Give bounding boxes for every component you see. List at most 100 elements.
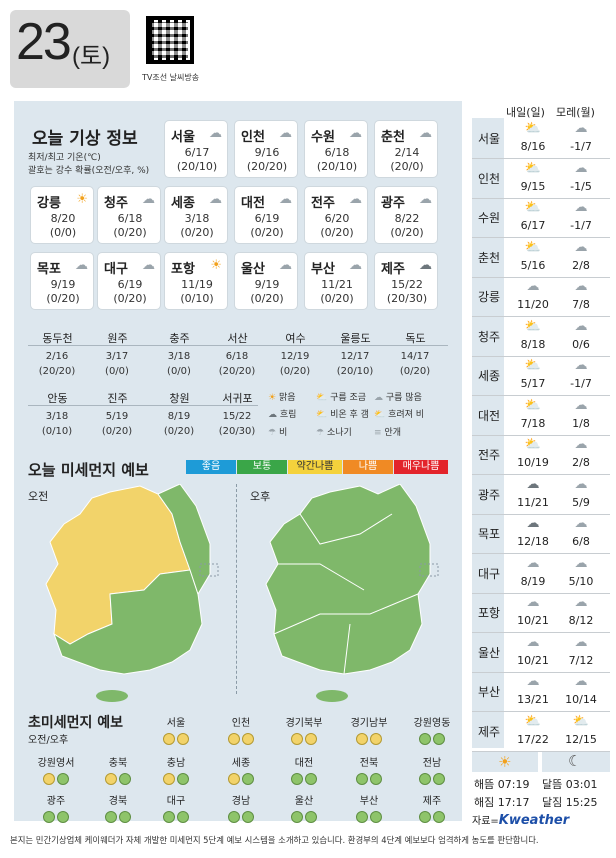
small-city-prob: (20/30) — [218, 426, 256, 437]
forecast-temp-dayafter: 12/15 — [565, 732, 597, 746]
am-map-east-green — [157, 484, 211, 596]
forecast-temp-tomorrow: 5/16 — [520, 258, 546, 272]
cloud-icon: ☁ — [574, 437, 588, 452]
forecast-temp-dayafter: 8/12 — [568, 614, 594, 627]
small-city-prob: (0/20) — [279, 366, 311, 377]
moon-icon-box: ☾ — [542, 752, 610, 772]
city-prob: (0/20) — [250, 226, 284, 239]
forecast-city: 전주 — [477, 448, 501, 462]
am-map-jeju — [96, 690, 128, 702]
icon-legend-item: ☂ 소나기 — [316, 425, 352, 438]
map-divider — [236, 484, 237, 694]
ultra-city-name: 경기북부 — [285, 718, 323, 729]
clearing-icon: ⛅ — [316, 410, 328, 420]
forecast-city: 포항 — [477, 606, 501, 620]
city-temp: 9/19 — [254, 278, 280, 291]
small-city-prob: (0/0) — [105, 366, 129, 377]
gcloud-icon: ☁ — [526, 476, 540, 492]
cloud-icon: ☁ — [279, 192, 292, 207]
city-card: 목포 ☁ 9/19 (0/20) — [30, 252, 94, 310]
forecast-temp-dayafter: 0/6 — [572, 337, 590, 351]
city-prob: (0/20) — [180, 226, 214, 239]
ultra-city-name: 강원영동 — [413, 718, 451, 729]
cloud-icon: ☁ — [574, 595, 588, 610]
small-city-temp: 12/19 — [280, 351, 310, 362]
forecast-temp-tomorrow: 11/20 — [517, 298, 549, 311]
forecast-temp-tomorrow: 8/18 — [520, 337, 546, 351]
city-name: 전주 — [311, 196, 335, 211]
am-dust-dot — [43, 773, 55, 785]
small-city-name: 독도 — [405, 332, 426, 345]
forecast-temp-tomorrow: 10/19 — [517, 456, 549, 469]
small-city-prob: (0/20) — [399, 366, 431, 377]
city-prob: (0/0) — [49, 226, 77, 239]
data-source: 자료=Kweather — [472, 812, 569, 828]
fog-icon: ≡ — [374, 428, 382, 438]
cloud-icon: ☁ — [349, 192, 362, 207]
icon-legend-item: ≡ 안개 — [374, 425, 401, 438]
ultra-city-dots — [148, 730, 204, 749]
ultra-city-dots — [404, 730, 460, 749]
cloud-icon: ☁ — [574, 160, 588, 176]
forecast-city-column — [472, 118, 504, 748]
city-temp: 2/14 — [394, 146, 420, 159]
city-temp: 6/18 — [117, 212, 143, 225]
am-map-label: 오전 — [28, 490, 49, 503]
ultra-city-dots — [404, 808, 460, 827]
ultra-dust-sub: 오전/오후 — [28, 735, 69, 746]
sun-cloud-rain-icon: ⛅ — [524, 160, 542, 176]
forecast-temp-dayafter: -1/7 — [570, 140, 592, 153]
am-dust-dot — [419, 733, 431, 745]
pm-dust-dot — [57, 811, 69, 823]
city-card: 강릉 ☀ 8/20 (0/0) — [30, 186, 94, 244]
pm-map-jeju — [316, 690, 348, 702]
ultra-city-name: 경기남부 — [350, 718, 388, 729]
city-card: 제주 ☁ 15/22 (20/30) — [374, 252, 438, 310]
city-prob: (20/0) — [390, 160, 424, 173]
city-name: 광주 — [381, 196, 405, 211]
gcloud-icon: ☁ — [526, 516, 540, 531]
am-dust-dot — [356, 733, 368, 745]
rain-icon: ☂ — [268, 428, 277, 438]
forecast-temp-dayafter: 2/8 — [572, 258, 590, 272]
sun-cloud-rain-icon: ⛅ — [524, 200, 542, 215]
pm-dust-dot — [242, 773, 254, 785]
cloud-icon: ☁ — [142, 192, 155, 207]
city-prob: (0/20) — [250, 292, 284, 305]
cloudy-icon: ☁ — [374, 393, 383, 403]
forecast-temp-dayafter: -1/7 — [570, 377, 592, 390]
temp-legend: 최저/최고 기온(℃) — [28, 153, 101, 163]
cloud-icon: ☁ — [574, 358, 588, 373]
forecast-city: 서울 — [477, 132, 501, 146]
forecast-temp-dayafter: 2/8 — [572, 456, 590, 469]
city-name: 서울 — [171, 130, 195, 145]
small-city-prob: (20/20) — [38, 366, 76, 377]
sun-cloud-rain-icon: ⛅ — [524, 713, 542, 729]
forecast-city: 광주 — [477, 487, 501, 502]
city-prob: (20/10) — [176, 160, 218, 173]
am-dust-dot — [163, 811, 175, 823]
pm-dust-dot — [370, 773, 382, 785]
am-dust-dot — [356, 811, 368, 823]
small-city-prob: (0/20) — [163, 426, 195, 437]
ultra-dust-title: 초미세먼지 예보 — [28, 715, 124, 731]
forecast-temp-tomorrow: 11/21 — [517, 495, 549, 509]
forecast-temp-tomorrow: 8/19 — [520, 574, 546, 588]
dust-level-badge: 약간나쁨 — [288, 460, 342, 474]
partly-cloudy-icon: ⛅ — [316, 393, 328, 403]
ultra-city-dots — [28, 808, 84, 827]
ultra-city-dots — [341, 808, 397, 827]
ultra-city-dots — [28, 770, 84, 789]
sun-cloud-rain-icon: ⛅ — [524, 437, 542, 452]
ultra-city-name: 세종 — [231, 758, 251, 769]
city-card: 대구 ☁ 6/19 (0/20) — [97, 252, 161, 310]
cloud-icon: ☁ — [574, 200, 588, 215]
cloud-icon: ☁ — [526, 279, 540, 294]
ultra-city-dots — [213, 808, 269, 827]
sun-cloud-icon: ⛅ — [572, 713, 590, 729]
sun-icon-box: ☀ — [472, 752, 538, 772]
ultra-city-name: 울산 — [294, 796, 314, 807]
pm-dust-dot — [305, 733, 317, 745]
pm-dust-dot — [57, 773, 69, 785]
city-card: 청주 ☁ 6/18 (0/20) — [97, 186, 161, 244]
